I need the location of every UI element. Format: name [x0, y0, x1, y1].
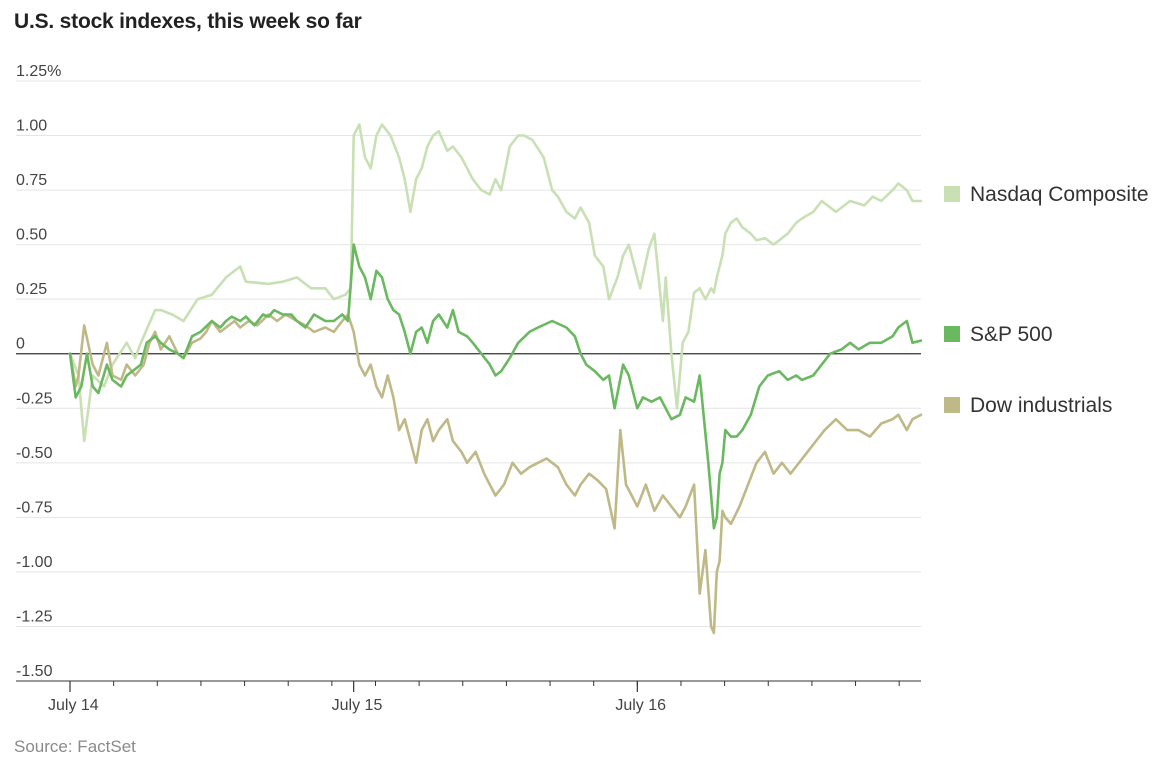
legend-swatch-dow	[944, 397, 960, 413]
legend-swatch-nasdaq	[944, 186, 960, 202]
y-tick-label: -1.50	[16, 663, 53, 680]
y-tick-label: 0.25	[16, 281, 47, 298]
series-line-sp500	[68, 243, 923, 530]
y-tick-label: 1.00	[16, 118, 47, 135]
y-axis-labels: 1.25% 1.00 0.75 0.50 0.25 0 -0.25 -0.50 -0.75 -1.…	[16, 63, 61, 680]
x-tick-label: July 14	[48, 697, 99, 714]
legend: Nasdaq Composite S&P 500 Dow industrials	[944, 183, 1149, 417]
series-lines	[68, 123, 923, 635]
legend-label-nasdaq: Nasdaq Composite	[970, 183, 1149, 206]
gridlines	[16, 80, 921, 682]
y-tick-label: -0.25	[16, 390, 53, 407]
y-tick-label: 0.50	[16, 227, 47, 244]
x-tick-label: July 15	[332, 697, 383, 714]
chart-title: U.S. stock indexes, this week so far	[14, 10, 362, 33]
y-tick-label: -0.50	[16, 445, 53, 462]
y-tick-label: 0.75	[16, 172, 47, 189]
y-tick-label: -1.25	[16, 608, 53, 625]
x-axis: July 14 July 15 July 16	[48, 681, 900, 714]
source-note: Source: FactSet	[14, 737, 136, 756]
legend-label-sp500: S&P 500	[970, 323, 1053, 346]
series-line-dow	[68, 313, 923, 635]
y-tick-label: 1.25%	[16, 63, 61, 80]
y-tick-label: 0	[16, 336, 25, 353]
y-tick-label: -0.75	[16, 499, 53, 516]
y-tick-label: -1.00	[16, 554, 53, 571]
legend-label-dow: Dow industrials	[970, 394, 1112, 417]
x-tick-label: July 16	[615, 697, 666, 714]
series-line-nasdaq	[68, 123, 923, 443]
legend-swatch-sp500	[944, 326, 960, 342]
